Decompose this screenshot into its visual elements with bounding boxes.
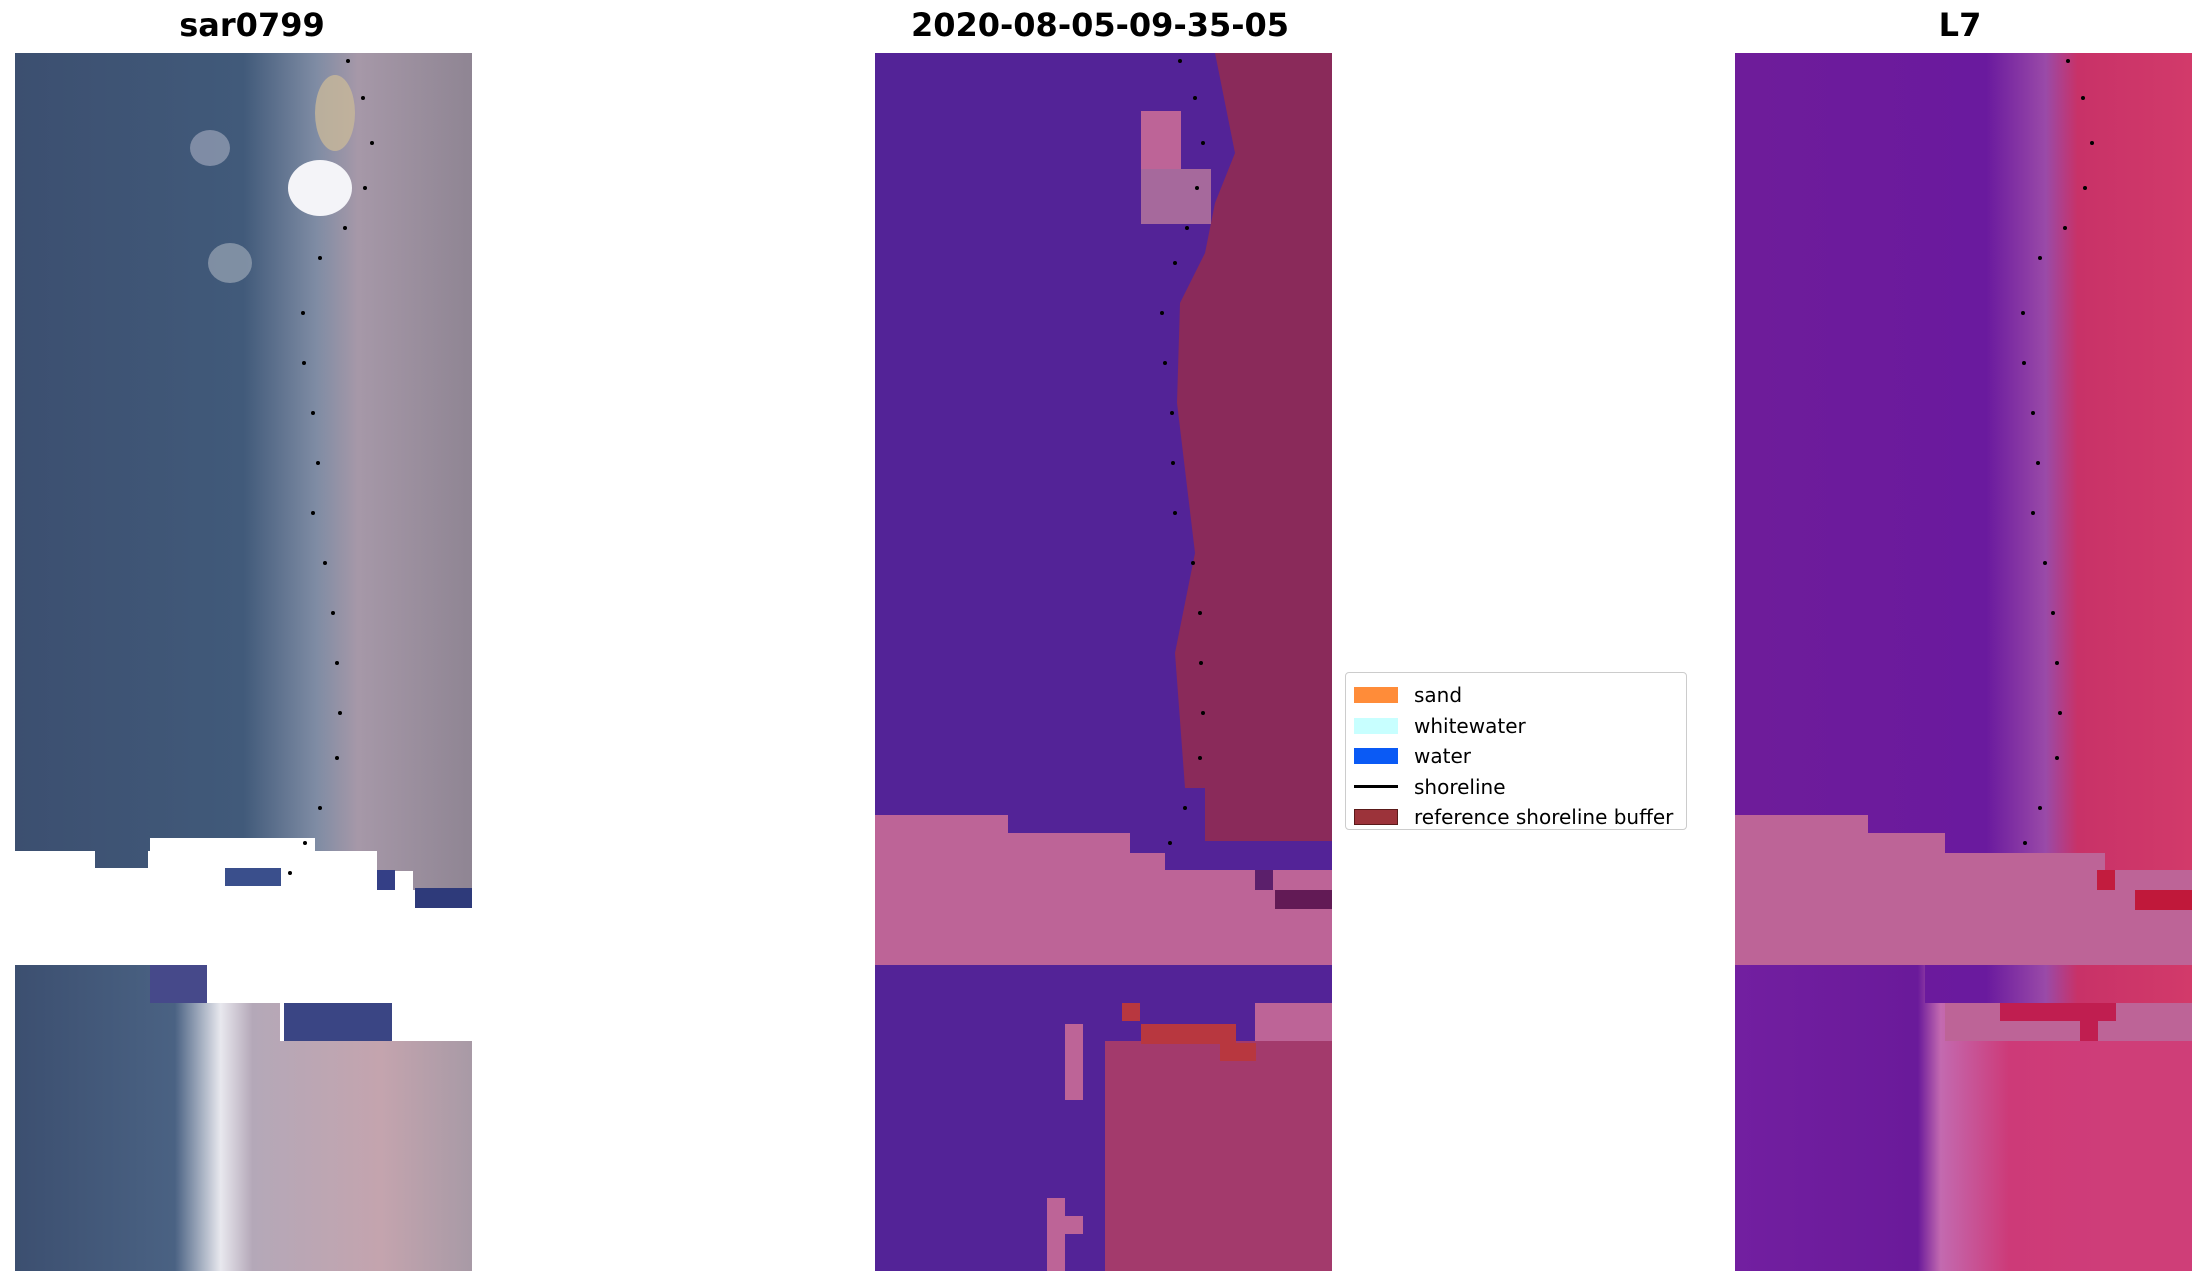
legend-label: sand — [1414, 683, 1463, 708]
legend-label: water — [1414, 744, 1471, 769]
rgb-satellite-image — [15, 53, 472, 1271]
whitewater-swatch-icon — [1354, 717, 1398, 734]
legend-item-reference-buffer: reference shoreline buffer — [1354, 802, 1678, 833]
legend-label: shoreline — [1414, 774, 1506, 799]
panel-title-classification: 2020-08-05-09-35-05 — [910, 6, 1290, 44]
buffer-swatch-icon — [1354, 809, 1398, 826]
legend-item-water: water — [1354, 741, 1678, 772]
panel-title-rgb: sar0799 — [179, 6, 325, 44]
legend-item-whitewater: whitewater — [1354, 711, 1678, 742]
water-swatch-icon — [1354, 748, 1398, 765]
shoreline-line-icon — [1354, 785, 1398, 789]
index-image — [1735, 53, 2192, 1271]
sand-swatch-icon — [1354, 687, 1398, 704]
legend-item-sand: sand — [1354, 680, 1678, 711]
legend-item-shoreline: shoreline — [1354, 772, 1678, 803]
legend: sand whitewater water shoreline referenc… — [1345, 672, 1687, 830]
legend-label: reference shoreline buffer — [1414, 805, 1674, 830]
panel-title-index: L7 — [1938, 6, 1982, 44]
classification-image — [875, 53, 1332, 1271]
legend-label: whitewater — [1414, 713, 1526, 738]
